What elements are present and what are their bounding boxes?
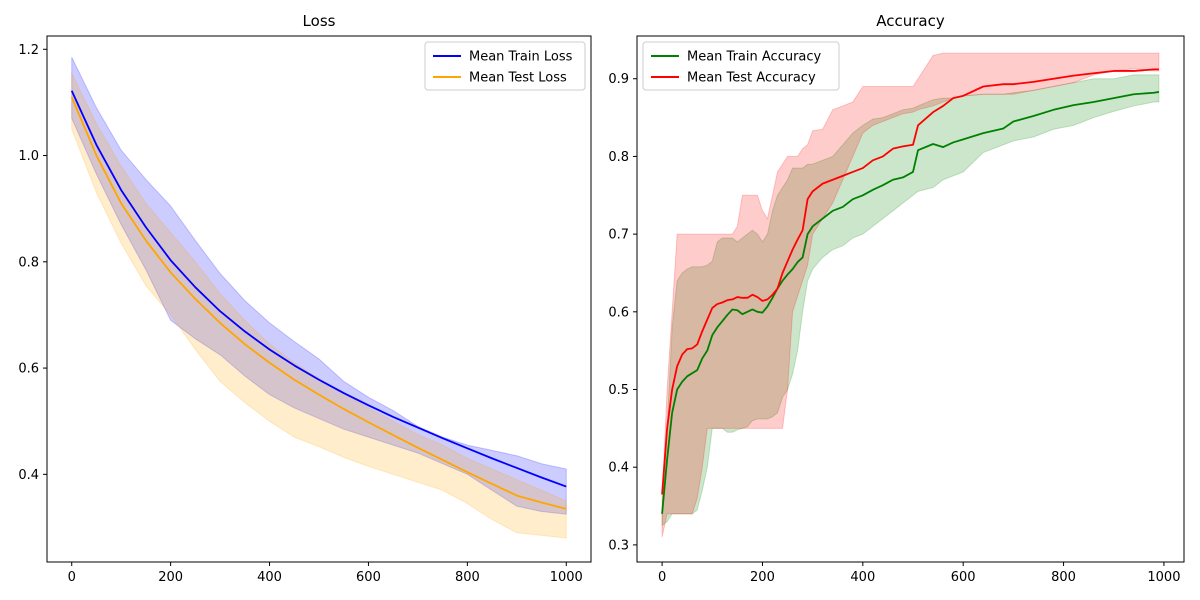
accuracy-y-tick-label: 0.7 [608,228,629,243]
accuracy-y-tick-label: 0.9 [608,72,629,87]
loss-y-tick-label: 0.6 [18,362,39,377]
loss-legend-label-train: Mean Train Loss [469,50,573,65]
accuracy-line-train [661,91,1160,514]
accuracy-bands [661,52,1160,538]
loss-x-tick-label: 600 [356,570,381,585]
loss-legend: Mean Train Loss Mean Test Loss [424,41,586,91]
accuracy-band-test [661,52,1160,538]
accuracy-plot-frame [636,35,1185,563]
loss-legend-label-test: Mean Test Loss [469,71,567,86]
accuracy-y-tick-label: 0.6 [608,305,629,320]
loss-line-test [70,96,567,510]
loss-x-tick-label: 1000 [550,570,583,585]
accuracy-x-tick-label: 800 [1051,570,1076,585]
accuracy-lines [661,68,1160,514]
loss-x-tick-label: 200 [158,570,183,585]
loss-y-tick-label: 0.4 [18,468,39,483]
accuracy-y-tick-label: 0.8 [608,150,629,165]
accuracy-x-tick-label: 400 [850,570,875,585]
accuracy-y-tick-label: 0.4 [608,461,629,476]
loss-y-tick-label: 1.2 [18,43,39,58]
accuracy-legend-label-test: Mean Test Accuracy [687,71,816,86]
loss-x-tick-label: 0 [68,570,76,585]
accuracy-legend-label-train: Mean Train Accuracy [687,50,822,65]
loss-chart-title: Loss [303,12,336,30]
loss-legend-box [424,41,586,91]
loss-axes: 0 200 400 600 800 1000 0.4 0.6 0.8 1.0 1.2 [18,35,592,585]
accuracy-chart: Accuracy 0 200 400 600 800 1000 0.3 0.4 0.5 0.6 0.… [608,12,1185,585]
accuracy-legend-box [642,41,840,91]
loss-x-tick-label: 400 [257,570,282,585]
accuracy-line-test [661,68,1159,495]
accuracy-axes: 0 200 400 600 800 1000 0.3 0.4 0.5 0.6 0.7 0.8 0.9 [608,35,1185,585]
loss-chart: Loss 0 200 400 600 800 1000 0.4 0.6 0.8 1.0 1.2 Me… [18,12,592,585]
loss-plot-frame [46,35,592,563]
accuracy-x-tick-label: 1000 [1147,570,1180,585]
loss-line-train [70,90,567,488]
loss-y-tick-label: 1.0 [18,149,39,164]
loss-x-tick-label: 800 [455,570,480,585]
accuracy-y-tick-label: 0.5 [608,383,629,398]
loss-y-tick-label: 0.8 [18,255,39,270]
accuracy-x-tick-label: 200 [750,570,775,585]
accuracy-chart-title: Accuracy [876,12,945,30]
accuracy-band-train [661,74,1160,527]
loss-lines [70,90,567,510]
loss-band-test [71,72,567,539]
accuracy-x-tick-label: 0 [658,570,666,585]
accuracy-y-tick-label: 0.3 [608,538,629,553]
accuracy-x-tick-label: 600 [951,570,976,585]
accuracy-legend: Mean Train Accuracy Mean Test Accuracy [642,41,840,91]
